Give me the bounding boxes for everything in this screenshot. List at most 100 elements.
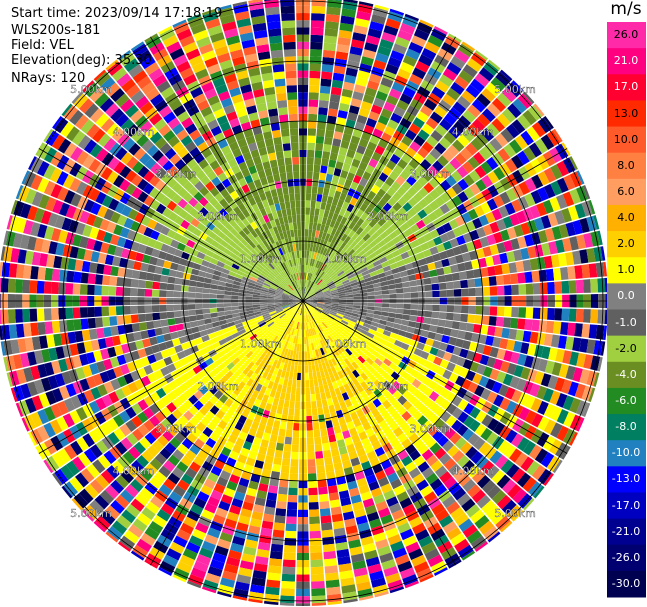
velocity-gate [520, 342, 530, 355]
velocity-gate [350, 135, 361, 145]
velocity-gate [413, 245, 423, 254]
velocity-gate [339, 352, 347, 361]
velocity-gate [168, 324, 177, 333]
velocity-gate [317, 279, 323, 286]
velocity-gate [336, 154, 346, 163]
velocity-gate [310, 299, 318, 301]
velocity-gate [382, 425, 393, 436]
velocity-gate [374, 178, 385, 189]
velocity-gate [333, 372, 340, 381]
velocity-gate [352, 310, 360, 315]
velocity-gate [311, 595, 326, 604]
velocity-gate [404, 331, 414, 340]
velocity-gate [364, 215, 373, 225]
velocity-gate [15, 279, 24, 293]
velocity-gate [438, 282, 447, 290]
velocity-gate [29, 308, 38, 322]
velocity-gate [531, 121, 546, 138]
velocity-gate [279, 392, 286, 401]
velocity-gate [346, 149, 356, 159]
velocity-gate [355, 323, 363, 329]
velocity-gate [306, 329, 310, 337]
velocity-gate [529, 383, 541, 397]
velocity-gate [322, 274, 330, 282]
velocity-gate [102, 275, 111, 286]
velocity-gate [353, 270, 362, 277]
velocity-gate [115, 306, 124, 316]
velocity-gate [336, 44, 350, 54]
velocity-gate [307, 236, 312, 244]
velocity-gate [314, 349, 320, 357]
velocity-gate [355, 366, 364, 376]
velocity-gate [303, 295, 309, 301]
velocity-gate [481, 87, 496, 103]
velocity-gate [470, 52, 487, 67]
velocity-gate [388, 88, 402, 100]
velocity-gate [539, 307, 548, 320]
velocity-gate [1, 324, 11, 340]
velocity-gate [424, 437, 437, 449]
velocity-gate [408, 158, 420, 170]
velocity-gate [309, 379, 315, 388]
velocity-gate [444, 320, 453, 329]
velocity-gate [307, 128, 317, 136]
velocity-gate [371, 231, 380, 241]
velocity-gate [405, 444, 417, 455]
velocity-gate [159, 304, 167, 312]
velocity-gate [356, 375, 365, 384]
velocity-gate [343, 466, 354, 476]
velocity-gate [441, 334, 450, 344]
velocity-gate [529, 331, 539, 344]
velocity-gate [338, 297, 347, 300]
velocity-gate [382, 192, 392, 203]
velocity-gate [321, 194, 328, 203]
velocity-gate [327, 600, 343, 605]
velocity-gate [325, 420, 333, 429]
velocity-gate [318, 493, 329, 502]
velocity-gate [431, 311, 440, 319]
velocity-gate [231, 306, 239, 311]
velocity-gate [311, 328, 315, 336]
velocity-gate [249, 518, 262, 528]
velocity-gate [509, 448, 523, 463]
velocity-gate [467, 156, 480, 170]
velocity-gate [474, 205, 485, 217]
velocity-gate [328, 189, 336, 198]
velocity-gate [271, 536, 284, 545]
velocity-gate [307, 444, 315, 453]
velocity-gate [530, 398, 543, 412]
velocity-gate [324, 298, 332, 301]
velocity-gate [344, 366, 352, 375]
velocity-gate [381, 289, 390, 295]
velocity-gate [360, 535, 374, 546]
velocity-gate [391, 81, 405, 93]
velocity-gate [485, 378, 496, 391]
velocity-gate [288, 408, 295, 416]
velocity-gate [294, 401, 301, 409]
velocity-gate [434, 142, 447, 155]
velocity-gate [456, 356, 466, 367]
velocity-gate [487, 171, 500, 184]
velocity-gate [398, 231, 408, 241]
velocity-gate [326, 427, 335, 436]
velocity-gate [351, 312, 359, 318]
velocity-gate [384, 125, 396, 137]
velocity-gate [123, 277, 132, 287]
velocity-gate [340, 140, 350, 150]
velocity-gate [259, 297, 268, 300]
velocity-gate [390, 50, 405, 62]
velocity-gate [356, 320, 365, 326]
velocity-gate [576, 234, 587, 250]
velocity-gate [396, 293, 404, 299]
velocity-gate [36, 280, 45, 294]
velocity-gate [304, 286, 307, 294]
velocity-gate [377, 375, 387, 385]
velocity-gate [320, 322, 327, 330]
velocity-gate [307, 280, 312, 288]
velocity-gate [524, 193, 536, 207]
velocity-gate [265, 499, 277, 508]
velocity-gate [403, 292, 411, 299]
velocity-gate [292, 372, 298, 380]
velocity-gate [462, 428, 475, 441]
velocity-gate [333, 348, 340, 357]
